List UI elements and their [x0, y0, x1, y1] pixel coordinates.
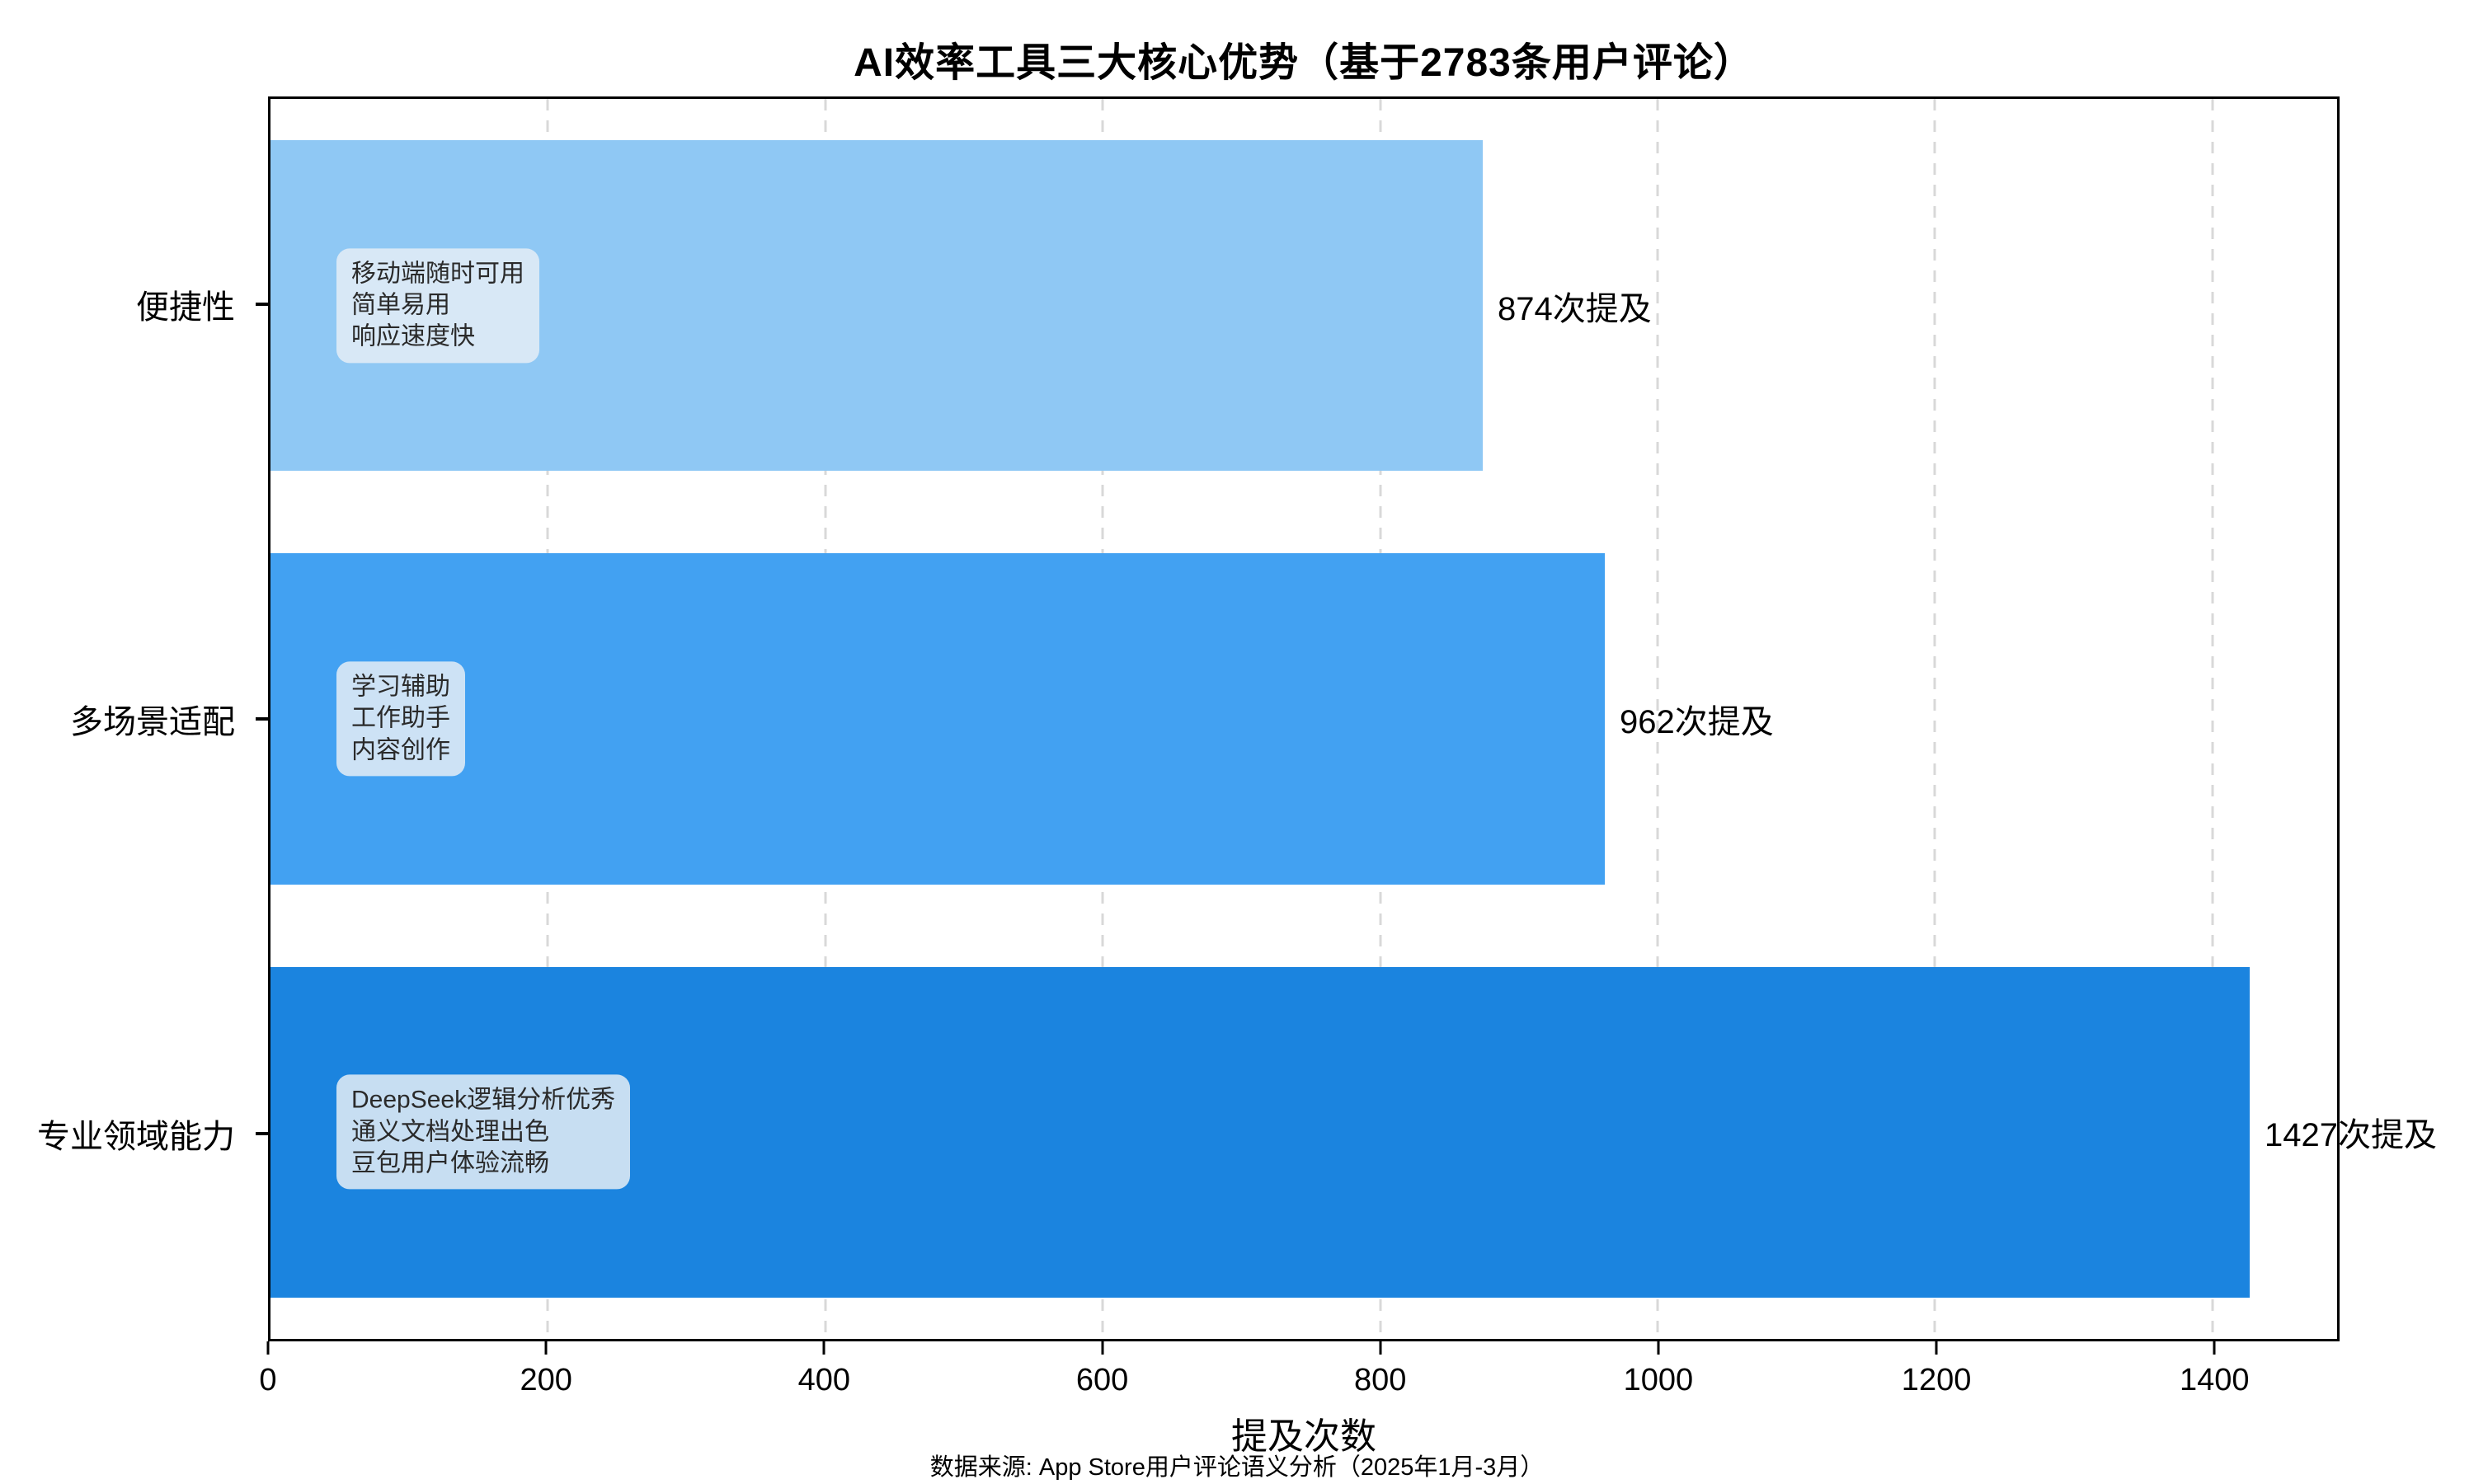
value-label: 874次提及: [1497, 290, 1652, 327]
x-axis: 0 200 400 600 800 1000 1200 1400: [259, 1341, 2340, 1432]
gridline: [1933, 99, 1936, 1339]
annotation-line: 简单易用: [351, 291, 450, 319]
y-tick-label: 便捷性: [136, 289, 235, 326]
annotation-line: 内容创作: [351, 736, 450, 764]
x-tick-mark: [1379, 1341, 1382, 1355]
annotation-line: DeepSeek逻辑分析优秀: [351, 1086, 616, 1114]
y-tick-mark: [256, 302, 268, 306]
annotation-line: 响应速度快: [351, 322, 475, 350]
bar-row: 移动端随时可用 简单易用 响应速度快 874次提及: [270, 99, 2337, 512]
gridline: [1656, 99, 1659, 1339]
annotation-line: 豆包用户体验流畅: [351, 1149, 549, 1177]
x-tick-mark: [1657, 1341, 1660, 1355]
x-axis-label: 提及次数: [1231, 1416, 1376, 1457]
value-label: 1427次提及: [2265, 1117, 2438, 1154]
source-note: 数据来源: App Store用户评论语义分析（2025年1月-3月）: [929, 1454, 1545, 1481]
plot-area: 移动端随时可用 简单易用 响应速度快 874次提及 学习辅助 工作助手 内容创作…: [268, 96, 2437, 1341]
bar: [270, 553, 1605, 885]
x-tick-mark: [822, 1341, 825, 1355]
annotation-box: 移动端随时可用 简单易用 响应速度快: [336, 248, 539, 364]
bar-row: 学习辅助 工作助手 内容创作 962次提及: [270, 512, 2337, 925]
x-tick-label: 1200: [1901, 1363, 1972, 1397]
bar-rows: 移动端随时可用 简单易用 响应速度快 874次提及 学习辅助 工作助手 内容创作…: [270, 99, 2437, 1339]
annotation-line: 通义文档处理出色: [351, 1118, 549, 1146]
annotation-box: DeepSeek逻辑分析优秀 通义文档处理出色 豆包用户体验流畅: [336, 1074, 631, 1190]
annotation-line: 工作助手: [351, 704, 450, 732]
x-tick-mark: [266, 1341, 270, 1355]
x-tick-label: 200: [520, 1363, 572, 1397]
x-tick-mark: [1101, 1341, 1104, 1355]
x-tick-mark: [1935, 1341, 1938, 1355]
x-tick-mark: [2213, 1341, 2216, 1355]
annotation-line: 学习辅助: [351, 673, 450, 701]
annotation-box: 学习辅助 工作助手 内容创作: [336, 661, 465, 777]
bar-row: DeepSeek逻辑分析优秀 通义文档处理出色 豆包用户体验流畅 1427次提及: [270, 926, 2437, 1339]
x-tick-mark: [544, 1341, 548, 1355]
y-tick-mark: [256, 717, 268, 721]
value-label: 962次提及: [1619, 703, 1774, 740]
x-tick-label: 800: [1354, 1363, 1407, 1397]
y-tick-mark: [256, 1132, 268, 1136]
y-axis: 便捷性 多场景适配 专业领域能力: [0, 96, 268, 1341]
x-tick-label: 1000: [1623, 1363, 1694, 1397]
x-tick-label: 600: [1075, 1363, 1129, 1397]
x-tick-label: 0: [259, 1363, 277, 1397]
y-tick-label: 多场景适配: [70, 704, 235, 740]
x-tick-label: 400: [797, 1363, 851, 1397]
x-tick-label: 1400: [2179, 1363, 2250, 1397]
y-tick-label: 专业领域能力: [37, 1119, 235, 1156]
chart-title: AI效率工具三大核心优势（基于2783条用户评论）: [854, 41, 1754, 85]
gridline: [2211, 99, 2214, 1339]
annotation-line: 移动端随时可用: [351, 260, 524, 288]
